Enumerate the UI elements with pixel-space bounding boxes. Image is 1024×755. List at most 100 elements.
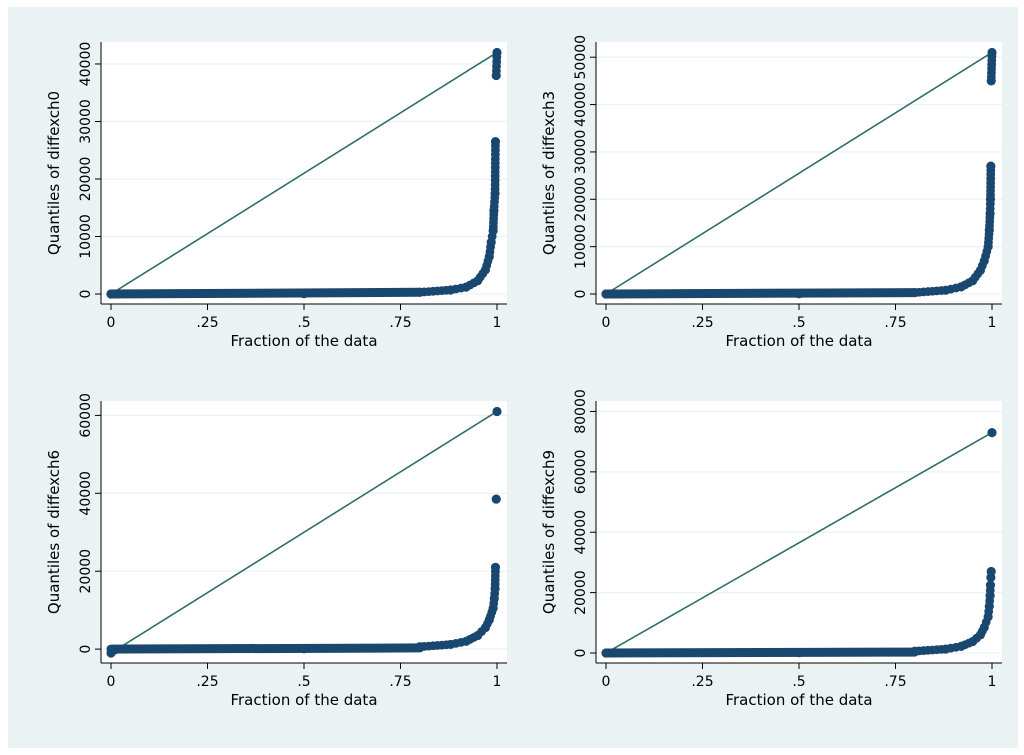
quantile-point [490,193,500,203]
quantile-point [987,428,997,438]
chart-panel-1: 0 .25 .5 .75 1 0 10000 20000 30000 40000 Fraction … [45,42,507,350]
x-axis-title: Fraction of the data [230,691,377,709]
quantile-point [985,199,995,209]
quantile-point [489,210,499,220]
quantile-point [977,626,987,636]
y-tick-label: 10000 [78,214,94,259]
quantile-point [601,648,611,658]
x-tick-label: .75 [389,674,411,690]
quantile-point [487,232,497,241]
quantile-point [492,52,502,62]
x-tick-label: 1 [988,674,997,690]
y-tick-label: 60000 [573,450,589,495]
quantile-point [977,261,987,270]
x-tick-label: .75 [884,315,906,331]
x-tick-label: 0 [107,674,116,690]
quantile-point [477,627,486,636]
x-tick-label: .25 [196,674,218,690]
quantile-point [456,283,466,293]
x-tick-label: .25 [691,315,713,331]
y-axis-title: Quantiles of diffexch9 [540,450,558,614]
x-tick-label: 0 [602,674,611,690]
quantile-point [936,644,946,654]
x-tick-label: 1 [493,315,502,331]
quantile-point [491,141,500,151]
quantile-point [984,607,994,616]
x-tick-label: .5 [297,315,310,331]
y-tick-label: 40000 [78,42,94,87]
quantile-point [441,285,451,295]
y-tick-label: 30000 [78,99,94,144]
x-tick-label: .25 [196,315,218,331]
y-axis-title: Quantiles of diffexch0 [45,91,63,255]
reference-line [110,410,498,654]
quantile-point [492,406,502,417]
quantile-point [478,269,488,278]
quantile-point [299,644,309,654]
quantile-point [987,52,997,61]
quantile-point [482,619,492,629]
quantile-point [964,638,974,648]
reference-line [605,431,993,654]
y-tick-label: 0 [78,290,94,299]
quantile-point [986,165,996,175]
chart-panel-3: 0 .25 .5 .75 1 0 20000 40000 60000 Fraction of th… [45,393,507,709]
quantile-point [489,598,499,608]
quantile-point [985,585,995,595]
y-tick-label: 60000 [78,393,94,438]
reference-line [110,51,498,295]
y-axis-title: Quantiles of diffexch6 [45,450,63,614]
chart-panel-2: 0 .25 .5 .75 1 0 10000 20000 30000 40000 50000 Frac… [540,35,1002,350]
quantile-point [794,648,804,658]
quantile-point [486,242,495,252]
quantile-band [601,647,920,658]
x-tick-label: 0 [107,315,116,331]
quantile-point [964,278,974,288]
quantile-point [984,229,994,239]
x-tick-label: 0 [602,315,611,331]
y-tick-label: 20000 [573,177,589,222]
quantile-point [981,617,991,627]
y-tick-label: 40000 [573,82,589,127]
quantile-point [490,589,500,598]
quantile-point [982,246,992,256]
quantile-point [794,289,804,299]
y-tick-label: 0 [78,645,94,654]
y-tick-label: 50000 [573,35,589,80]
y-tick-label: 20000 [78,549,94,594]
y-tick-label: 20000 [573,570,589,615]
quantile-band [106,287,425,299]
y-tick-label: 0 [573,649,589,658]
y-tick-label: 40000 [78,471,94,516]
x-tick-label: .25 [691,674,713,690]
reference-line [605,51,993,295]
quantile-band [601,288,920,299]
quantile-point [973,269,983,279]
quantile-point [951,283,961,293]
y-tick-label: 30000 [573,130,589,175]
quantile-point [490,567,500,576]
x-axis-title: Fraction of the data [725,691,872,709]
x-tick-label: 1 [493,674,502,690]
y-tick-label: 80000 [573,389,589,434]
quantile-point [985,596,995,606]
x-tick-label: .5 [792,674,805,690]
x-tick-label: .5 [792,315,805,331]
quantile-point [106,289,116,299]
quantile-point [936,286,946,295]
quantile-point [110,645,120,655]
quantile-point [299,289,309,299]
quantile-point [491,494,501,504]
x-tick-label: .5 [297,674,310,690]
x-axis-title: Fraction of the data [230,332,377,350]
quantile-band [106,643,425,654]
chart-panel-4: 0 .25 .5 .75 1 0 20000 40000 60000 80000 Fraction … [540,389,1002,709]
quantile-point [487,607,497,617]
y-tick-label: 40000 [573,510,589,555]
x-tick-label: .75 [884,674,906,690]
quantile-point [469,633,479,642]
y-tick-label: 0 [573,290,589,299]
x-tick-label: .75 [389,315,411,331]
